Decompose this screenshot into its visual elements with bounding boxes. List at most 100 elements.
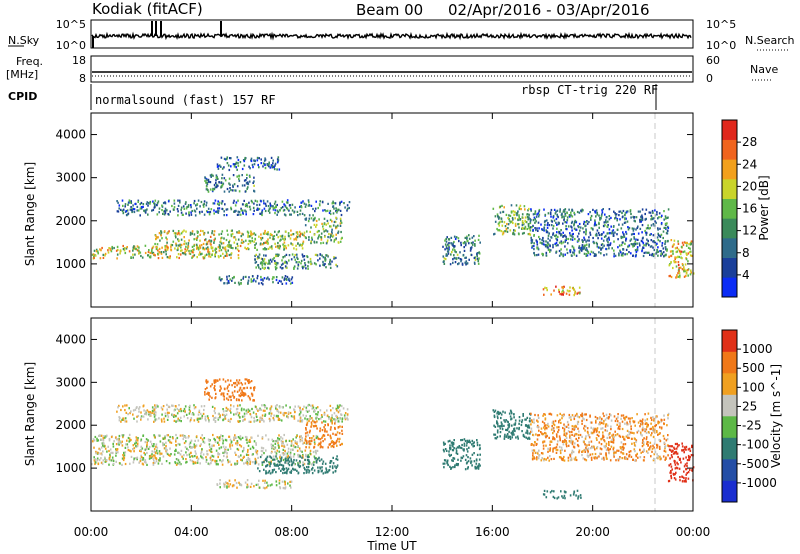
- range-cell: [246, 205, 249, 208]
- range-cell: [215, 449, 218, 452]
- range-cell: [672, 252, 674, 255]
- range-cell: [683, 250, 686, 253]
- range-cell: [301, 456, 303, 459]
- range-cell: [690, 240, 693, 243]
- range-cell: [332, 407, 334, 410]
- range-cell: [206, 210, 208, 213]
- range-cell: [496, 227, 498, 231]
- range-cell: [182, 434, 185, 437]
- range-cell: [285, 282, 288, 285]
- range-cell: [612, 436, 614, 439]
- range-cell: [255, 443, 257, 446]
- range-cell: [330, 426, 332, 429]
- range-cell: [193, 254, 196, 257]
- range-cell: [678, 271, 681, 275]
- range-cell: [213, 202, 216, 205]
- range-cell: [318, 470, 320, 473]
- range-cell: [132, 249, 134, 252]
- range-cell: [302, 462, 305, 466]
- range-cell: [666, 249, 668, 252]
- range-cell: [530, 423, 532, 426]
- range-cell: [309, 452, 311, 455]
- range-cell: [232, 185, 234, 188]
- range-cell: [143, 451, 145, 455]
- range-cell: [332, 224, 335, 227]
- range-cell: [662, 455, 665, 458]
- colorbar-tick-label: 16: [742, 202, 757, 216]
- range-cell: [471, 464, 473, 467]
- range-cell: [571, 233, 574, 236]
- range-cell: [524, 208, 526, 211]
- range-cell: [452, 258, 454, 261]
- range-cell: [470, 241, 473, 245]
- range-cell: [296, 232, 299, 235]
- range-cell: [571, 229, 573, 232]
- range-cell: [277, 210, 280, 214]
- range-cell: [330, 239, 332, 242]
- range-cell: [584, 225, 586, 228]
- range-cell: [108, 247, 110, 250]
- range-cell: [128, 407, 130, 410]
- range-cell: [265, 449, 267, 452]
- range-cell: [474, 244, 476, 247]
- range-cell: [261, 461, 264, 464]
- range-cell: [245, 378, 248, 381]
- range-cell: [210, 447, 212, 450]
- range-cell: [183, 415, 185, 418]
- range-cell: [266, 481, 268, 484]
- range-cell: [305, 455, 307, 458]
- range-cell: [188, 214, 190, 217]
- range-cell: [202, 205, 205, 208]
- range-cell: [139, 460, 142, 463]
- range-cell: [612, 439, 615, 442]
- range-cell: [656, 210, 658, 214]
- range-cell: [618, 254, 620, 257]
- range-cell: [311, 468, 313, 471]
- range-cell: [661, 244, 663, 247]
- range-cell: [214, 186, 217, 189]
- range-cell: [493, 433, 495, 436]
- range-cell: [639, 425, 641, 428]
- range-cell: [222, 394, 225, 397]
- range-cell: [602, 412, 604, 415]
- range-cell: [344, 416, 346, 420]
- range-cell: [272, 235, 274, 238]
- range-cell: [197, 439, 200, 442]
- range-cell: [542, 288, 545, 291]
- range-cell: [213, 444, 215, 447]
- range-cell: [668, 255, 670, 258]
- range-cell: [270, 405, 273, 408]
- range-cell: [605, 219, 607, 222]
- range-cell: [344, 412, 347, 415]
- range-cell: [325, 254, 328, 257]
- range-cell: [216, 163, 219, 166]
- range-cell: [498, 221, 501, 224]
- range-cell: [236, 407, 239, 410]
- range-cell: [277, 444, 280, 447]
- range-cell: [257, 463, 260, 466]
- range-cell: [467, 456, 469, 459]
- range-cell: [229, 460, 231, 463]
- range-cell: [184, 202, 187, 205]
- range-cell: [248, 239, 251, 242]
- range-cell: [322, 460, 325, 463]
- range-cell: [269, 232, 272, 236]
- range-cell: [196, 231, 199, 234]
- range-cell: [690, 242, 692, 245]
- range-cell: [266, 455, 269, 458]
- range-cell: [664, 450, 667, 453]
- range-cell: [281, 206, 284, 209]
- range-cell: [477, 466, 480, 469]
- range-cell: [172, 437, 174, 440]
- range-cell: [139, 251, 142, 254]
- range-cell: [494, 409, 497, 412]
- range-cell: [217, 246, 220, 249]
- range-cell: [672, 250, 674, 253]
- range-cell: [583, 236, 585, 239]
- range-cell: [595, 428, 598, 431]
- colorbar-tick-label: 8: [742, 246, 750, 260]
- range-cell: [217, 209, 220, 212]
- range-cell: [529, 217, 531, 221]
- range-cell: [459, 251, 461, 254]
- range-cell: [269, 472, 272, 475]
